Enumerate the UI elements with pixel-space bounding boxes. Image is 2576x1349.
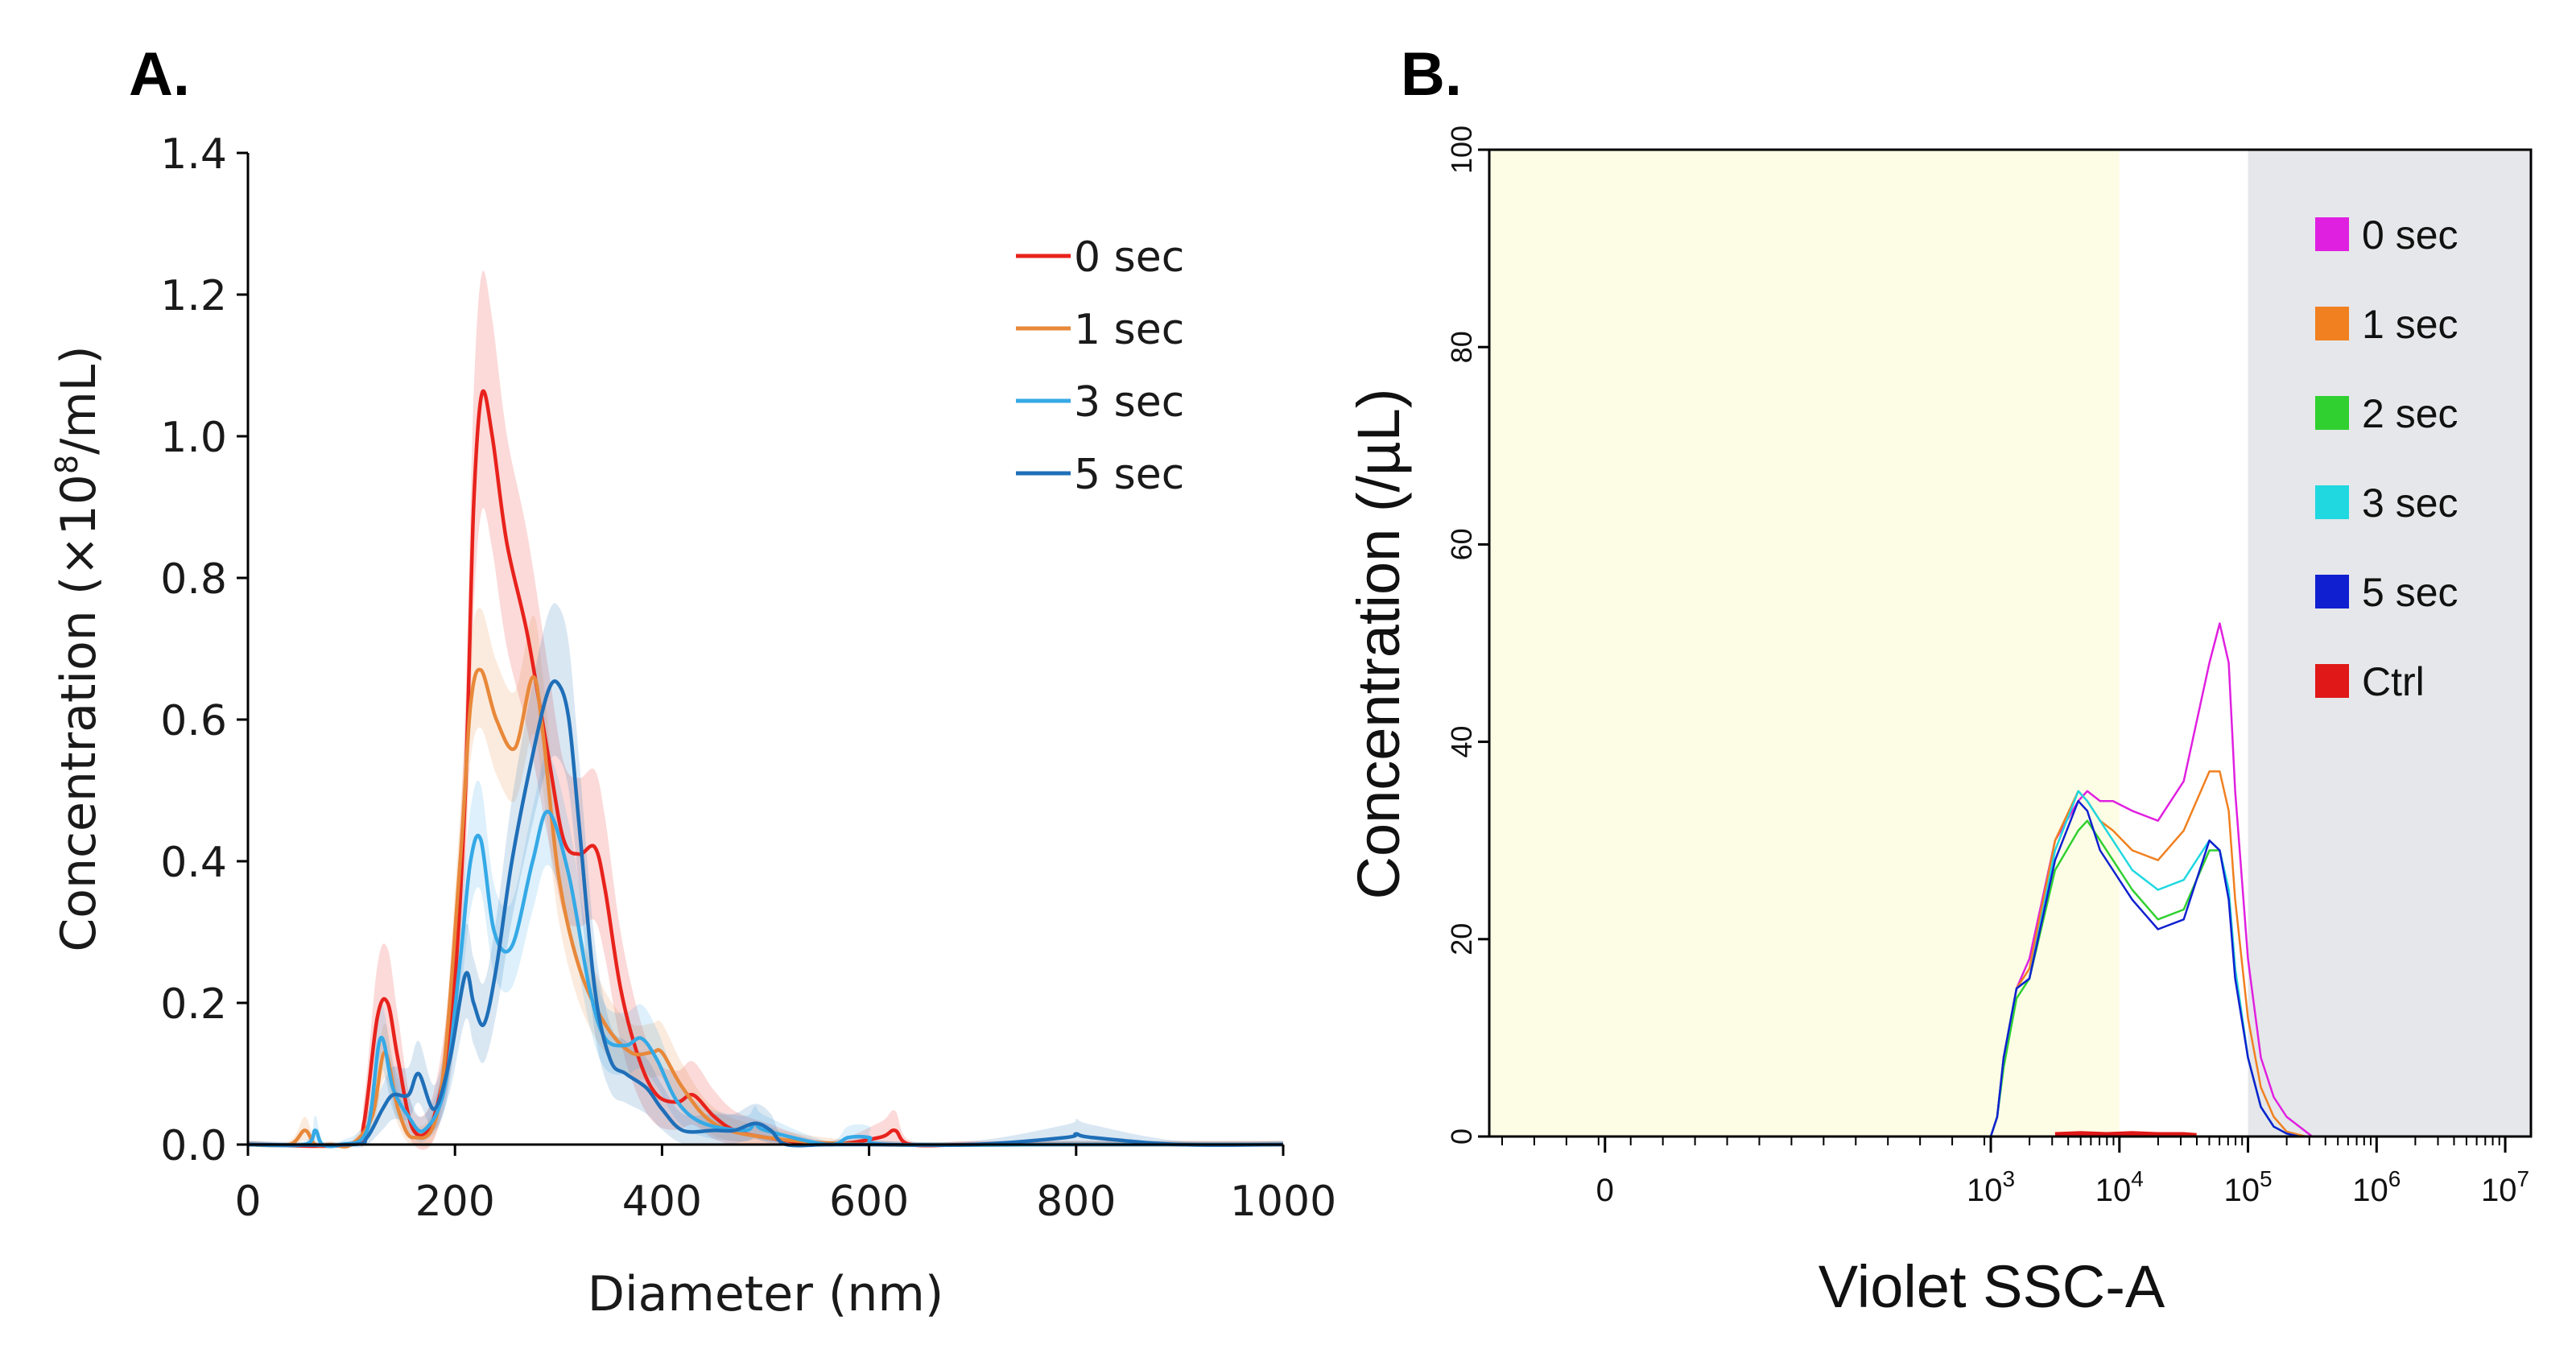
b-line-0-sec	[1989, 622, 2314, 1137]
b-legend-swatch-1-sec	[2315, 307, 2349, 340]
b-legend-label-1-sec: 1 sec	[2362, 302, 2458, 347]
b-legend-label-3-sec: 3 sec	[2362, 481, 2458, 526]
a-x-tick-label: 600	[829, 1178, 909, 1226]
b-x-ticks: 0 103 104 105 106 107	[1501, 1137, 2529, 1208]
a-series-lines	[247, 389, 1284, 1149]
a-x-tick-label: 800	[1036, 1178, 1116, 1226]
b-x-axis-title: Violet SSC-A	[1818, 1253, 2165, 1320]
a-band-0-sec	[248, 270, 1283, 1150]
a-y-tick-label: 1.2	[160, 272, 227, 320]
b-legend-label-2-sec: 2 sec	[2362, 391, 2458, 436]
b-y-tick-label: 0	[1445, 1128, 1478, 1145]
b-legend-label-ctrl: Ctrl	[2362, 659, 2425, 704]
a-x-axis-title: Diameter (nm)	[588, 1266, 943, 1322]
b-legend: 0 sec 1 sec 2 sec 3 sec 5 sec Ctrl	[2315, 212, 2458, 704]
b-y-tick-label: 60	[1445, 528, 1478, 560]
b-legend-swatch-3-sec	[2315, 485, 2349, 519]
a-y-tick-label: 0.2	[160, 980, 227, 1029]
a-legend-label-5-sec: 5 sec	[1074, 451, 1184, 499]
panel-b: B. 0 20 40 60 80 100 0 103 104 105 106 107 Violet …	[1345, 40, 2533, 1320]
b-shaded-regions	[1489, 150, 2531, 1137]
b-x-tick-label: 106	[2352, 1166, 2401, 1208]
a-x-tick-label: 400	[622, 1178, 702, 1226]
b-x-tick-label: 0	[1596, 1173, 1614, 1208]
a-x-tick-label: 1000	[1230, 1178, 1336, 1226]
b-x-tick-label: 103	[1967, 1166, 2015, 1208]
panel-a-label: A.	[129, 40, 190, 109]
a-line-0-sec	[247, 389, 1283, 1149]
a-y-ticks: 0.0 0.2 0.4 0.6 0.8 1.0 1.2 1.4	[160, 130, 248, 1170]
b-y-tick-label: 40	[1445, 726, 1478, 758]
a-y-tick-label: 0.0	[160, 1122, 227, 1170]
a-y-tick-label: 1.0	[160, 414, 227, 462]
a-legend-label-0-sec: 0 sec	[1074, 233, 1184, 282]
a-x-tick-label: 200	[415, 1178, 495, 1226]
a-x-ticks: 0 200 400 600 800 1000	[234, 1145, 1336, 1226]
b-x-tick-label: 107	[2481, 1166, 2529, 1208]
b-plot-frame	[1488, 148, 2533, 1138]
b-x-tick-label: 104	[2095, 1166, 2144, 1208]
b-region-large-particle-gate	[2248, 150, 2531, 1137]
panel-b-label: B.	[1401, 40, 1462, 109]
a-legend-label-3-sec: 3 sec	[1074, 378, 1184, 427]
a-y-tick-label: 0.4	[160, 839, 227, 887]
a-y-axis-title: Concentration (×108/mL)	[49, 345, 107, 951]
b-y-tick-label: 100	[1445, 126, 1478, 174]
b-series-lines	[1989, 622, 2314, 1138]
a-y-tick-label: 1.4	[160, 130, 227, 179]
b-x-tick-label: 105	[2224, 1166, 2273, 1208]
b-y-axis-title: Concentration (/µL)	[1345, 389, 1412, 900]
b-line-1-sec	[1989, 770, 2306, 1138]
b-region-small-particle-gate	[1489, 150, 2120, 1137]
b-y-tick-label: 20	[1445, 923, 1478, 955]
b-legend-swatch-5-sec	[2315, 575, 2349, 608]
a-y-tick-label: 0.6	[160, 697, 227, 745]
b-legend-label-5-sec: 5 sec	[2362, 570, 2458, 615]
b-legend-swatch-0-sec	[2315, 217, 2349, 251]
b-legend-swatch-2-sec	[2315, 396, 2349, 430]
b-legend-swatch-ctrl	[2315, 664, 2349, 698]
panel-a: A. 0.0 0.2 0.4 0.6 0.8 1.0 1.2 1.4 0 200 400 600 80…	[49, 40, 1336, 1322]
b-legend-label-0-sec: 0 sec	[2362, 212, 2458, 258]
b-line-ctrl	[2054, 1131, 2197, 1138]
a-y-tick-label: 0.8	[160, 555, 227, 604]
b-y-ticks: 0 20 40 60 80 100	[1445, 126, 1489, 1145]
a-legend-label-1-sec: 1 sec	[1074, 306, 1184, 354]
b-line-5-sec	[1989, 799, 2300, 1138]
a-x-tick-label: 0	[234, 1178, 261, 1226]
b-y-tick-label: 80	[1445, 331, 1478, 363]
a-legend: 0 sec 1 sec 3 sec 5 sec	[1016, 233, 1184, 499]
